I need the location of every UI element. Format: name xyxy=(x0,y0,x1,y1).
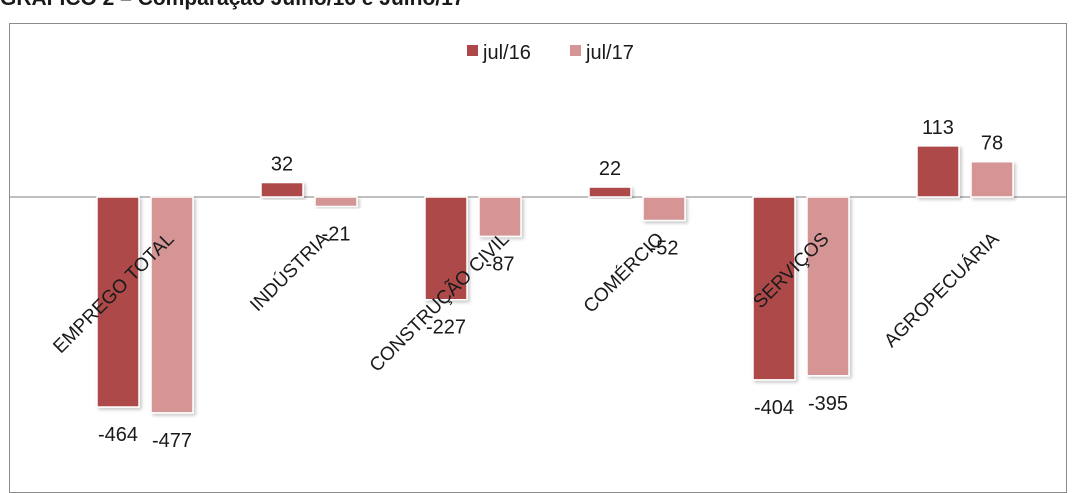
data-label-jul16-0: -464 xyxy=(98,424,138,446)
data-label-jul17-5: 78 xyxy=(981,133,1003,155)
bar-jul17-4 xyxy=(806,196,850,377)
bar-jul16-1 xyxy=(260,181,304,198)
legend: jul/16 jul/17 xyxy=(467,42,634,64)
data-label-jul16-5: 113 xyxy=(922,117,954,139)
data-label-jul16-4: -404 xyxy=(754,397,794,419)
bar-jul17-3 xyxy=(642,196,686,222)
legend-label-0: jul/16 xyxy=(482,42,531,64)
bar-jul16-2 xyxy=(424,196,468,301)
bar-jul16-5 xyxy=(916,145,960,198)
legend-swatch-1 xyxy=(570,45,581,56)
bar-jul16-0 xyxy=(96,196,140,408)
legend-label-1: jul/17 xyxy=(585,42,634,64)
category-label-5: AGROPECUÁRIA xyxy=(880,228,1003,351)
chart-title: GRÁFICO 2 – Comparação Julho/16 e Julho/… xyxy=(0,0,464,11)
data-label-jul17-1: -21 xyxy=(322,224,351,246)
bar-jul17-5 xyxy=(970,160,1014,198)
legend-swatch-0 xyxy=(467,45,478,56)
data-label-jul16-3: 22 xyxy=(599,158,621,180)
data-label-jul16-1: 32 xyxy=(271,154,293,176)
data-label-jul17-0: -477 xyxy=(152,430,192,452)
bar-jul16-4 xyxy=(752,196,796,381)
data-label-jul17-4: -395 xyxy=(808,393,848,415)
bar-jul17-0 xyxy=(150,196,194,414)
data-label-jul17-2: -87 xyxy=(486,253,515,275)
category-label-1: INDÚSTRIA xyxy=(246,228,334,316)
data-label-jul17-3: -52 xyxy=(650,238,679,260)
bar-jul16-3 xyxy=(588,186,632,198)
bar-jul17-1 xyxy=(314,196,358,208)
category-label-3: COMÉRCIO xyxy=(580,229,669,318)
bar-jul17-2 xyxy=(478,196,522,238)
data-label-jul16-2: -227 xyxy=(426,317,466,339)
